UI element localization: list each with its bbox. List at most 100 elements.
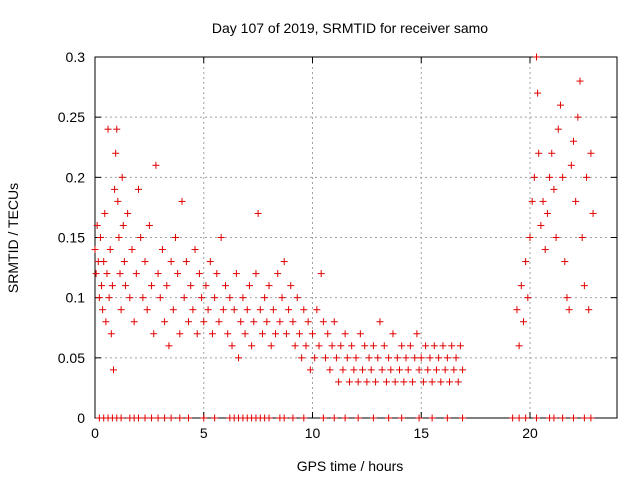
data-point xyxy=(254,209,262,217)
data-point xyxy=(443,414,451,422)
y-tick-label: 0.1 xyxy=(66,290,86,306)
data-point xyxy=(430,342,438,350)
data-point xyxy=(359,366,367,374)
data-point xyxy=(93,221,101,229)
data-point xyxy=(515,342,523,350)
data-point xyxy=(276,318,284,326)
data-point xyxy=(119,221,127,229)
data-point xyxy=(278,294,286,302)
data-point xyxy=(213,270,221,278)
data-point xyxy=(335,378,343,386)
data-point xyxy=(537,221,545,229)
data-point xyxy=(404,366,412,374)
data-point xyxy=(345,378,353,386)
data-point xyxy=(330,414,338,422)
data-point xyxy=(580,414,588,422)
data-point xyxy=(263,318,271,326)
data-point xyxy=(319,414,327,422)
data-point xyxy=(437,378,445,386)
data-point xyxy=(206,258,214,266)
data-point xyxy=(459,414,467,422)
data-point xyxy=(570,137,577,145)
data-point xyxy=(185,414,193,422)
data-point xyxy=(232,270,240,278)
data-point xyxy=(435,354,443,362)
data-point xyxy=(526,234,534,241)
data-point xyxy=(224,330,232,338)
data-point xyxy=(424,366,432,374)
data-point xyxy=(417,354,425,362)
data-point xyxy=(200,318,208,326)
data-point xyxy=(92,270,100,278)
data-point xyxy=(101,209,109,217)
data-point xyxy=(169,306,177,314)
data-point xyxy=(348,342,356,350)
data-point xyxy=(367,366,375,374)
data-point xyxy=(534,89,542,97)
data-point xyxy=(104,125,112,133)
data-point xyxy=(422,342,430,350)
data-point xyxy=(452,354,460,362)
data-point xyxy=(202,282,210,290)
data-point xyxy=(354,414,362,422)
data-point xyxy=(550,414,558,422)
data-point xyxy=(385,354,393,362)
data-point xyxy=(265,282,273,290)
data-point xyxy=(456,342,464,350)
data-point xyxy=(372,378,380,386)
data-point xyxy=(99,306,107,314)
data-point xyxy=(98,282,106,290)
data-point xyxy=(580,282,588,290)
data-point xyxy=(350,366,358,374)
data-point xyxy=(446,378,454,386)
data-point xyxy=(141,258,149,266)
data-point xyxy=(361,342,369,350)
data-point xyxy=(245,282,253,290)
data-point xyxy=(237,318,245,326)
data-point xyxy=(139,294,147,302)
data-point xyxy=(559,414,567,422)
data-point xyxy=(409,378,417,386)
y-tick-label: 0.2 xyxy=(66,169,86,185)
data-point xyxy=(217,234,225,241)
data-point xyxy=(382,378,390,386)
data-point xyxy=(115,234,123,241)
data-point xyxy=(106,246,114,254)
data-point xyxy=(563,294,571,302)
data-point xyxy=(428,414,436,422)
data-point xyxy=(148,414,156,422)
data-point xyxy=(326,366,334,374)
data-point xyxy=(265,414,273,422)
data-point xyxy=(105,294,113,302)
x-tick-label: 5 xyxy=(200,425,208,441)
data-point xyxy=(341,414,349,422)
data-point xyxy=(554,125,562,133)
data-point xyxy=(111,185,119,193)
data-point xyxy=(235,354,243,362)
data-point xyxy=(95,294,103,302)
data-point xyxy=(112,149,120,157)
x-tick-label: 0 xyxy=(91,425,99,441)
data-point xyxy=(535,149,543,157)
data-point xyxy=(559,173,567,181)
data-point xyxy=(226,294,234,302)
data-point xyxy=(319,318,327,326)
data-point xyxy=(533,414,541,422)
data-point xyxy=(546,173,554,181)
data-point xyxy=(356,330,364,338)
data-point xyxy=(148,282,156,290)
data-point xyxy=(411,354,419,362)
data-point xyxy=(556,101,564,109)
data-point xyxy=(448,342,456,350)
data-point xyxy=(570,414,577,422)
y-tick-label: 0.05 xyxy=(58,350,85,366)
data-point xyxy=(211,294,219,302)
data-point xyxy=(200,414,208,422)
data-point xyxy=(398,342,406,350)
data-point xyxy=(415,366,423,374)
data-point xyxy=(256,306,264,314)
data-point xyxy=(376,318,384,326)
data-point xyxy=(243,306,251,314)
data-point xyxy=(163,282,171,290)
